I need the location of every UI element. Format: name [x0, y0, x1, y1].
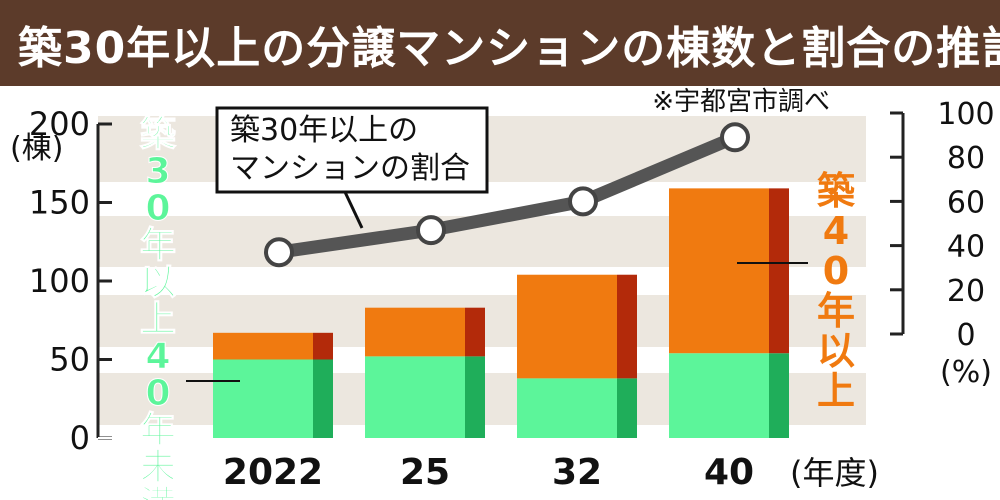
category-label-40: 40: [704, 452, 754, 493]
bar-under40-2022: [213, 359, 313, 438]
bar-over40-40: [669, 188, 769, 354]
legend-under40-label: 築30年以上40年未満: [140, 114, 177, 500]
bar-over40-shade-40: [769, 188, 789, 354]
left-tick-label-0: 0: [70, 419, 90, 457]
right-tick-label-20: 20: [947, 274, 985, 309]
right-tick-label-60: 60: [947, 185, 985, 220]
line-callout-pointer: [343, 191, 364, 229]
ratio-point-40: [720, 122, 750, 153]
ratio-point-32: [568, 186, 598, 217]
left-tick-label-200: 200: [29, 105, 90, 143]
ratio-point-2022: [264, 237, 294, 268]
bar-under40-shade-25: [465, 356, 485, 438]
bar-over40-shade-2022: [313, 332, 333, 360]
chart-title: 築30年以上の分譲マンションの棟数と割合の推計: [18, 23, 1000, 74]
x-axis-unit: (年度): [790, 454, 879, 492]
bar-under40-32: [517, 378, 617, 438]
line-callout-box: [215, 106, 489, 194]
left-axis-unit: (棟): [10, 131, 63, 166]
left-tick-label-150: 150: [29, 184, 90, 222]
title-bar: 築30年以上の分譲マンションの棟数と割合の推計: [0, 0, 1000, 86]
right-tick-label-100: 100: [937, 97, 994, 132]
right-tick-label-80: 80: [947, 141, 985, 176]
bar-over40-2022: [213, 332, 313, 360]
bar-over40-shade-25: [465, 307, 485, 357]
bar-over40-shade-32: [617, 274, 637, 379]
bar-under40-40: [669, 353, 769, 438]
source-note: ※宇都宮市調べ: [652, 87, 830, 117]
bar-under40-25: [365, 356, 465, 438]
right-tick-label-0: 0: [956, 318, 975, 353]
bar-under40-shade-32: [617, 378, 637, 438]
category-label-32: 32: [552, 452, 602, 493]
ratio-line: [278, 131, 738, 259]
bar-under40-shade-40: [769, 353, 789, 438]
category-label-25: 25: [400, 452, 450, 493]
left-tick-label-100: 100: [29, 262, 90, 300]
right-axis-unit: (%): [940, 355, 992, 390]
right-tick-label-40: 40: [947, 230, 985, 265]
bar-over40-32: [517, 274, 617, 379]
line-callout-text-1: マンションの割合: [230, 151, 470, 186]
bar-over40-25: [365, 307, 465, 357]
left-tick-label-50: 50: [49, 341, 90, 379]
category-label-2022: 2022: [223, 452, 323, 493]
line-callout-text-0: 築30年以上の: [230, 113, 418, 148]
legend-over40-label: 築 4 0 年以上: [817, 169, 856, 413]
ratio-point-25: [416, 215, 446, 246]
bar-under40-shade-2022: [313, 359, 333, 438]
